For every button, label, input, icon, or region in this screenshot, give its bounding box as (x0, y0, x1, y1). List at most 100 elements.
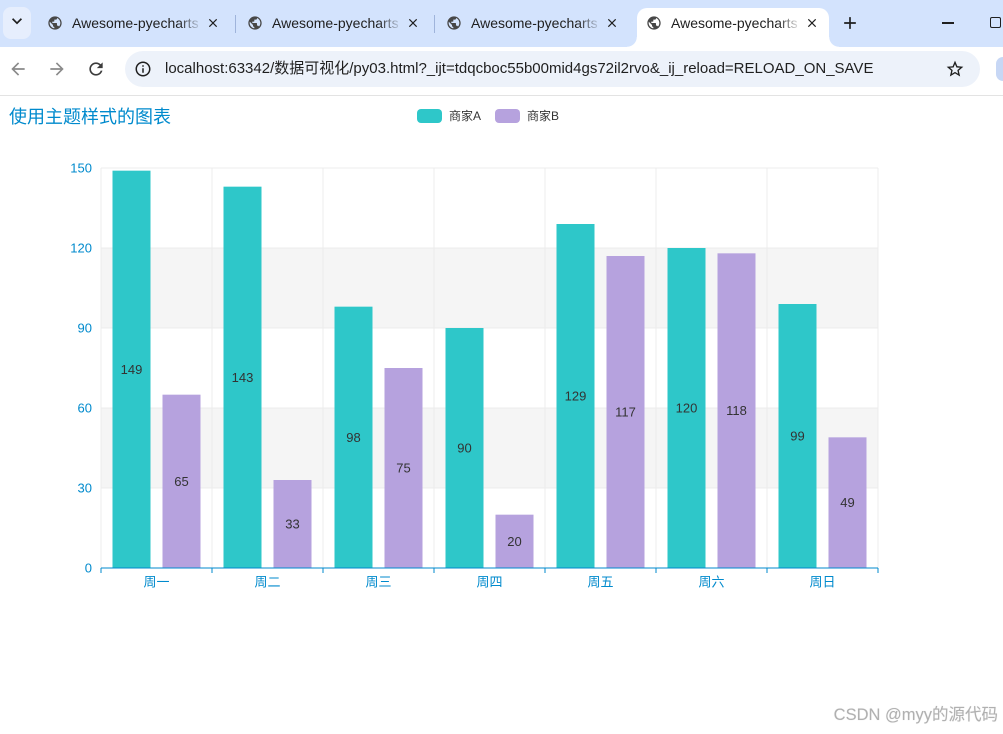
bar-label-merchant-b-sun: 49 (840, 495, 854, 510)
tab-title: Awesome-pyecharts (72, 15, 199, 31)
address-bar[interactable]: localhost:63342/数据可视化/py03.html?_ijt=tdq… (125, 51, 980, 87)
split-area-band (101, 488, 878, 568)
legend-item-merchant-a[interactable]: 商家A (417, 108, 481, 124)
bar-label-merchant-b-fri: 117 (615, 405, 636, 420)
tab-strip: Awesome-pyecharts Awesome-pyecharts Awes… (0, 0, 1003, 47)
tab-search-button[interactable] (3, 7, 31, 39)
tab-title: Awesome-pyecharts (272, 15, 399, 31)
split-area-band (101, 168, 878, 248)
x-tick-label: 周六 (698, 575, 724, 590)
split-area-band (101, 408, 878, 488)
tab-close-button[interactable] (803, 14, 821, 32)
bar-label-merchant-a-fri: 129 (565, 389, 587, 404)
new-tab-button[interactable] (840, 13, 860, 33)
bar-label-merchant-a-sun: 99 (790, 429, 804, 444)
legend-item-merchant-b[interactable]: 商家B (495, 108, 559, 124)
url-text[interactable]: localhost:63342/数据可视化/py03.html?_ijt=tdq… (165, 60, 874, 77)
arrow-left-icon (11, 62, 25, 76)
close-icon (807, 18, 817, 28)
bar-label-merchant-b-thu: 20 (507, 534, 521, 549)
reload-button[interactable] (86, 59, 106, 79)
close-icon (607, 18, 617, 28)
close-icon (208, 18, 218, 28)
maximize-icon (990, 17, 1001, 28)
bar-merchant-b-sat (717, 253, 756, 569)
globe-icon (247, 15, 263, 31)
bar-merchant-b-mon (162, 394, 201, 568)
x-tick-label: 周三 (365, 575, 391, 590)
forward-button[interactable] (47, 59, 67, 79)
bar-merchant-a-mon (112, 170, 151, 568)
tab-1[interactable]: Awesome-pyecharts (38, 8, 230, 47)
tab-close-button[interactable] (404, 14, 422, 32)
plus-icon (844, 17, 856, 29)
tab-2[interactable]: Awesome-pyecharts (238, 8, 430, 47)
watermark: CSDN @myy的源代码 (833, 706, 998, 724)
page-content: 149 143 98 90 129 120 99 65 33 75 20 117 118 49 周一 周二 周三… (0, 96, 1003, 734)
bar-merchant-b-sun (828, 437, 867, 568)
legend-label: 商家A (449, 109, 482, 123)
bar-merchant-a-fri (556, 224, 595, 568)
bar-label-merchant-b-tue: 33 (285, 517, 299, 532)
bar-label-merchant-a-thu: 90 (457, 441, 471, 456)
tab-4-active[interactable]: Awesome-pyecharts (627, 8, 839, 47)
y-tick-label: 60 (78, 401, 92, 416)
tab-title: Awesome-pyecharts (671, 15, 798, 31)
bar-merchant-a-tue (223, 186, 262, 568)
bar-label-merchant-a-mon: 149 (121, 362, 143, 377)
close-icon (408, 18, 418, 28)
y-tick-label: 120 (70, 241, 92, 256)
bar-label-merchant-a-tue: 143 (232, 370, 254, 385)
minimize-icon (942, 22, 954, 24)
x-tick-label: 周二 (254, 575, 280, 590)
tab-3[interactable]: Awesome-pyecharts (437, 8, 629, 47)
tab-separator (235, 15, 236, 33)
browser-toolbar: localhost:63342/数据可视化/py03.html?_ijt=tdq… (0, 47, 1003, 96)
bar-label-merchant-a-wed: 98 (346, 430, 360, 445)
x-tick-label: 周一 (143, 575, 169, 590)
star-icon (946, 60, 964, 77)
arrow-right-icon (50, 62, 64, 76)
bar-merchant-b-tue (273, 480, 312, 568)
y-tick-label: 150 (70, 161, 92, 176)
globe-icon (646, 15, 662, 31)
info-icon (135, 61, 151, 77)
bar-merchant-a-sun (778, 304, 817, 568)
bar-merchant-a-sat (667, 248, 706, 568)
x-tick-label: 周五 (587, 575, 613, 590)
y-tick-label: 30 (78, 481, 92, 496)
split-area-band (101, 248, 878, 328)
legend-label: 商家B (527, 109, 560, 123)
y-tick-label: 0 (85, 561, 92, 576)
bookmark-button[interactable] (945, 59, 965, 79)
profile-avatar[interactable] (996, 57, 1003, 81)
minimize-button[interactable] (938, 13, 958, 33)
reload-icon (89, 62, 103, 76)
tab-separator (434, 15, 435, 33)
tab-title: Awesome-pyecharts (471, 15, 598, 31)
tab-close-button[interactable] (204, 14, 222, 32)
legend-swatch (417, 109, 442, 123)
back-button[interactable] (8, 59, 28, 79)
site-info-button[interactable] (134, 60, 152, 78)
bar-merchant-b-wed (384, 368, 423, 568)
chart-title: 使用主题样式的图表 (9, 107, 171, 127)
y-tick-label: 90 (78, 321, 92, 336)
bar-merchant-a-thu (445, 328, 484, 568)
x-tick-label: 周日 (809, 575, 835, 590)
tab-close-button[interactable] (603, 14, 621, 32)
x-tick-label: 周四 (476, 575, 502, 590)
bar-chart: 149 143 98 90 129 120 99 65 33 75 20 117 118 49 周一 周二 周三… (70, 161, 879, 590)
bar-label-merchant-b-mon: 65 (174, 474, 188, 489)
bar-merchant-a-wed (334, 306, 373, 568)
maximize-button[interactable] (984, 13, 1003, 33)
globe-icon (446, 15, 462, 31)
globe-icon (47, 15, 63, 31)
bar-merchant-b-thu (495, 514, 534, 568)
chevron-down-icon (12, 18, 22, 25)
bar-label-merchant-a-sat: 120 (676, 401, 698, 416)
bar-label-merchant-b-sat: 118 (726, 403, 747, 418)
legend-swatch (495, 109, 520, 123)
bar-merchant-b-fri (606, 256, 645, 568)
